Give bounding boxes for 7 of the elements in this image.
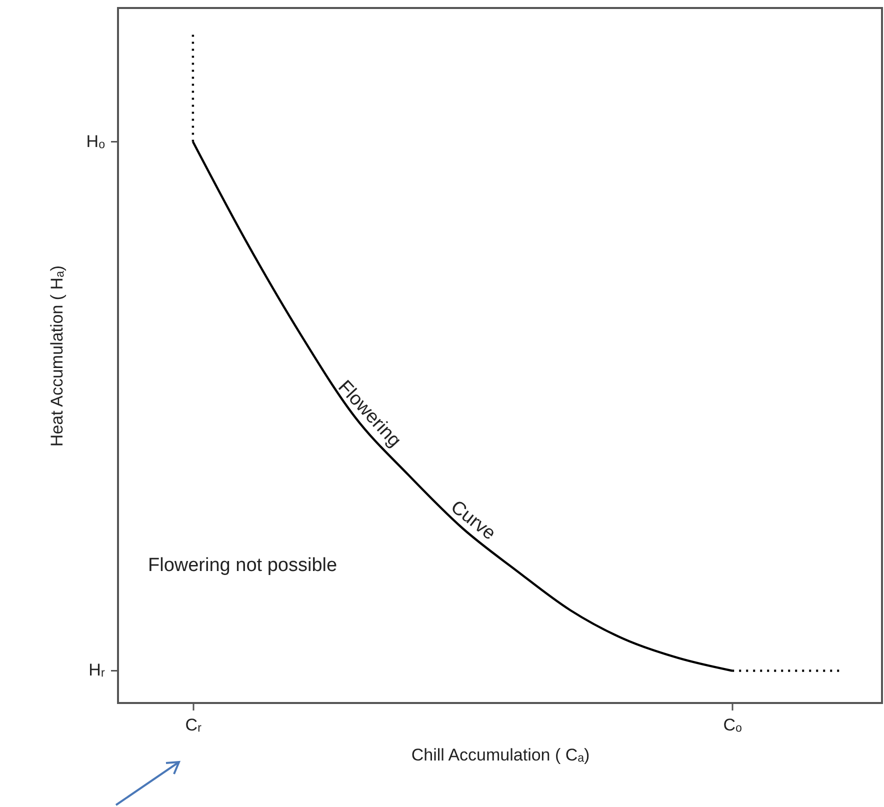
x-tick-label: Cₒ bbox=[723, 716, 742, 734]
y-axis-title: Heat Accumulation ( Hₐ) bbox=[48, 265, 66, 447]
annotation: Flowering not possible bbox=[148, 555, 338, 576]
text: Hᵣ bbox=[88, 660, 105, 680]
x-tick-label: Cᵣ bbox=[185, 716, 202, 734]
x-axis-title: Chill Accumulation ( Cₐ) bbox=[411, 746, 590, 764]
text: Hₒ bbox=[86, 132, 105, 151]
